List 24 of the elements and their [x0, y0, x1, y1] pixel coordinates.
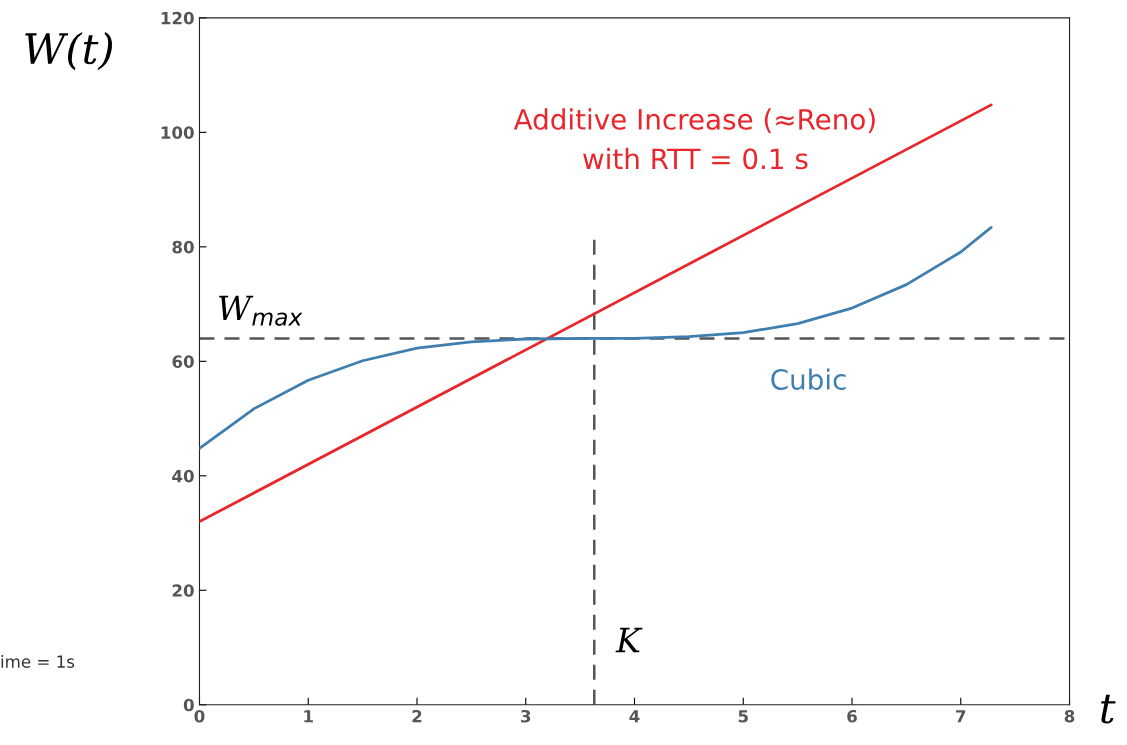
x-tick-label: 2 [412, 709, 422, 723]
y-axis-title: W(t) [25, 31, 112, 71]
y-tick-label: 20 [172, 584, 194, 597]
ref-line-label: K [615, 627, 643, 653]
x-tick-label: 3 [521, 709, 531, 723]
text: ime = 1s [1, 654, 75, 668]
ref-line-label: W$_{max}$ [219, 295, 303, 326]
y-tick-label: 0 [183, 698, 194, 712]
x-tick-label: 6 [847, 709, 857, 723]
y-tick-label: 60 [172, 355, 194, 368]
y-tick-label: 100 [161, 126, 194, 139]
series-label: Additive Increase (≈Reno) with RTT = 0.1 s [513, 108, 875, 170]
x-axis-title: t [1101, 694, 1116, 724]
x-tick-label: 5 [738, 710, 748, 723]
y-tick-label: 40 [172, 469, 194, 483]
x-tick-label: 8 [1064, 709, 1075, 723]
series-label: Cubic [771, 368, 846, 390]
x-tick-label: 7 [956, 710, 966, 723]
y-tick-label: 80 [172, 240, 194, 254]
x-tick-label: 4 [629, 710, 640, 723]
line-series [199, 225, 993, 450]
y-tick-label: 120 [161, 11, 194, 25]
x-tick-label: 1 [304, 710, 313, 723]
x-tick-label: 0 [194, 709, 205, 723]
